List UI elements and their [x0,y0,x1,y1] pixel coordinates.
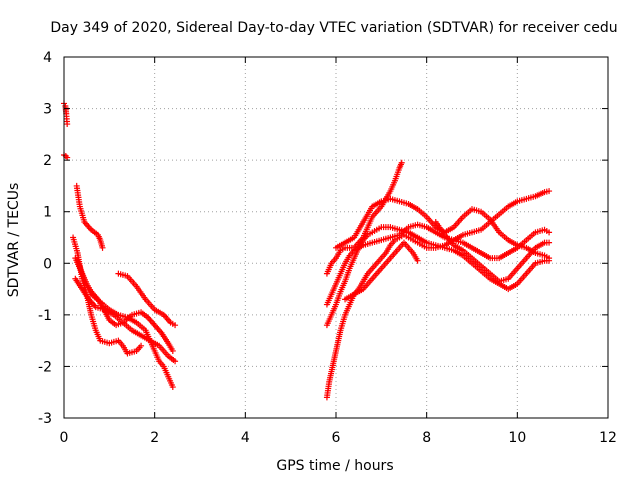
data-point [172,322,179,329]
x-tick-label: 6 [332,430,341,446]
series-s3a [323,188,553,401]
x-tick-label: 0 [60,430,69,446]
series-s2e [74,257,176,354]
data-point [169,347,176,354]
series-s2a [73,182,106,251]
data-point [138,342,145,349]
data-series-layer [61,100,553,401]
data-point [546,188,553,195]
y-tick-label: -1 [38,308,52,324]
data-point [546,239,553,246]
series-s1a [61,100,71,128]
x-tick-label: 2 [150,430,159,446]
x-tick-label: 10 [508,430,526,446]
grid [64,57,608,418]
y-tick-label: 1 [43,205,52,221]
series-s3b [323,224,553,329]
x-tick-label: 12 [599,430,617,446]
data-point [169,384,176,391]
data-point [99,244,106,251]
series-s3f [342,239,421,303]
data-point [64,154,71,161]
chart-title: Day 349 of 2020, Sidereal Day-to-day VTE… [50,20,617,36]
series-s2f [115,270,179,329]
data-point [414,257,421,264]
y-tick-label: -3 [38,411,52,427]
series-s3g [432,219,553,285]
data-point [398,159,405,166]
data-point [546,229,553,236]
y-tick-label: 4 [43,50,52,66]
y-axis-label: SDTVAR / TECUs [6,183,22,298]
x-tick-label: 4 [241,430,250,446]
series-s2b [70,234,145,357]
series-s3c [323,221,553,308]
y-tick-label: 0 [43,256,52,272]
data-point [64,121,71,128]
y-tick-label: 2 [43,153,52,169]
data-point [172,358,179,365]
series-s1b [61,151,71,161]
x-axis-label: GPS time / hours [276,458,393,474]
y-tick-label: 3 [43,102,52,118]
y-tick-label: -2 [38,359,52,375]
x-tick-label: 8 [422,430,431,446]
data-point [546,255,553,262]
